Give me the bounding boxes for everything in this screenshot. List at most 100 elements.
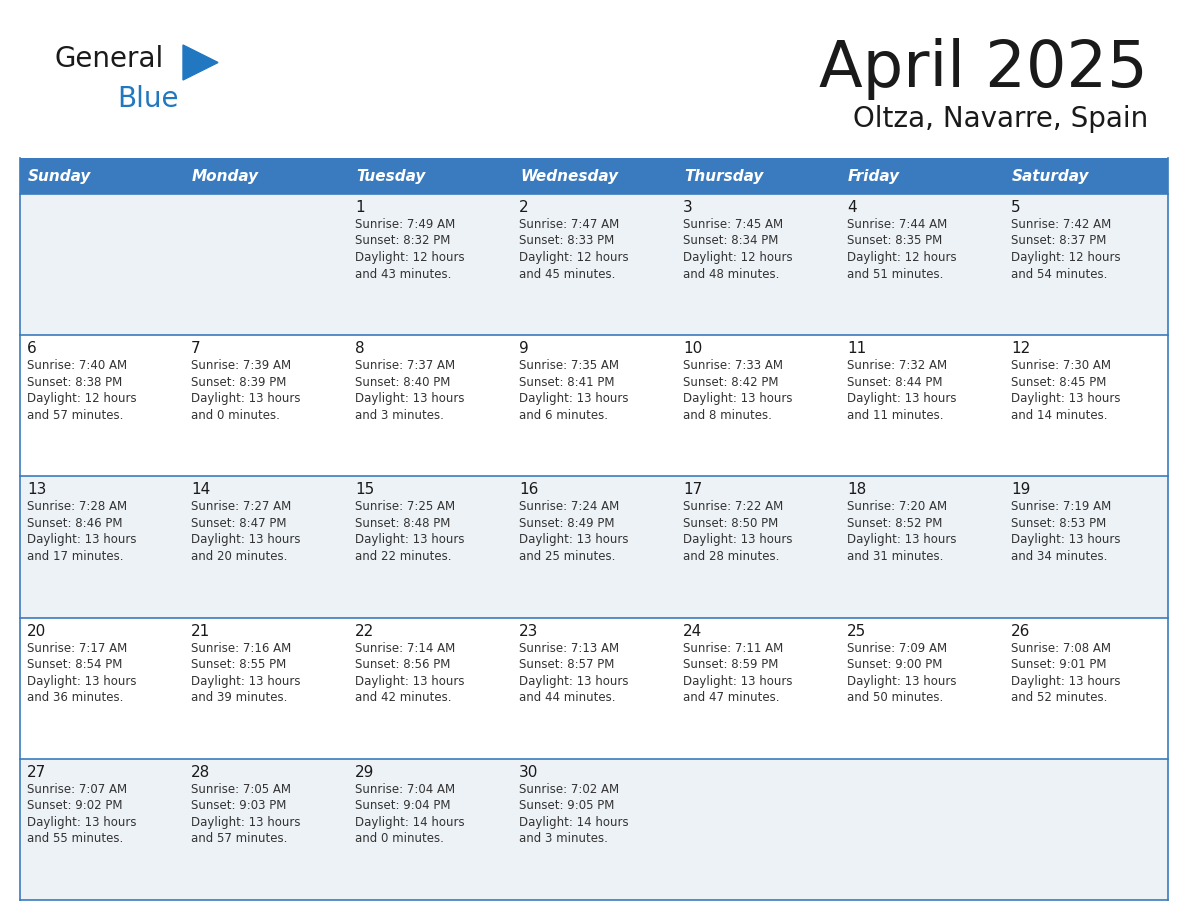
Bar <box>1004 158 1168 194</box>
Bar <box>20 158 184 194</box>
Text: and 31 minutes.: and 31 minutes. <box>847 550 943 563</box>
Text: Daylight: 13 hours: Daylight: 13 hours <box>683 392 792 405</box>
Text: 28: 28 <box>191 765 210 779</box>
Text: and 57 minutes.: and 57 minutes. <box>27 409 124 421</box>
Text: Daylight: 12 hours: Daylight: 12 hours <box>355 251 465 264</box>
Text: Sunset: 8:35 PM: Sunset: 8:35 PM <box>847 234 942 248</box>
Text: Daylight: 14 hours: Daylight: 14 hours <box>355 816 465 829</box>
Text: and 6 minutes.: and 6 minutes. <box>519 409 608 421</box>
Bar <box>840 194 1004 335</box>
Bar <box>348 759 512 900</box>
Text: Daylight: 13 hours: Daylight: 13 hours <box>847 392 956 405</box>
Text: Daylight: 12 hours: Daylight: 12 hours <box>27 392 137 405</box>
Text: and 42 minutes.: and 42 minutes. <box>355 691 451 704</box>
Text: Daylight: 13 hours: Daylight: 13 hours <box>519 533 628 546</box>
Text: Daylight: 12 hours: Daylight: 12 hours <box>1011 251 1120 264</box>
Text: Sunset: 8:56 PM: Sunset: 8:56 PM <box>355 658 450 671</box>
Text: 22: 22 <box>355 623 374 639</box>
Text: Sunset: 8:49 PM: Sunset: 8:49 PM <box>519 517 614 530</box>
Text: Friday: Friday <box>848 169 901 184</box>
Text: Daylight: 13 hours: Daylight: 13 hours <box>355 533 465 546</box>
Text: 9: 9 <box>519 341 529 356</box>
Text: Sunrise: 7:33 AM: Sunrise: 7:33 AM <box>683 359 783 372</box>
Bar <box>840 618 1004 759</box>
Text: and 3 minutes.: and 3 minutes. <box>519 833 608 845</box>
Text: and 43 minutes.: and 43 minutes. <box>355 267 451 281</box>
Text: Sunrise: 7:05 AM: Sunrise: 7:05 AM <box>191 783 291 796</box>
Text: and 11 minutes.: and 11 minutes. <box>847 409 943 421</box>
Text: Sunrise: 7:04 AM: Sunrise: 7:04 AM <box>355 783 455 796</box>
Text: and 44 minutes.: and 44 minutes. <box>519 691 615 704</box>
Text: Sunrise: 7:32 AM: Sunrise: 7:32 AM <box>847 359 947 372</box>
Bar <box>184 759 348 900</box>
Bar <box>512 476 676 618</box>
Text: and 22 minutes.: and 22 minutes. <box>355 550 451 563</box>
Text: and 34 minutes.: and 34 minutes. <box>1011 550 1107 563</box>
Text: Sunday: Sunday <box>29 169 91 184</box>
Text: 5: 5 <box>1011 200 1020 215</box>
Text: Sunrise: 7:09 AM: Sunrise: 7:09 AM <box>847 642 947 655</box>
Text: 17: 17 <box>683 482 702 498</box>
Bar <box>20 759 184 900</box>
Text: Sunset: 9:01 PM: Sunset: 9:01 PM <box>1011 658 1106 671</box>
Bar <box>676 335 840 476</box>
Text: 25: 25 <box>847 623 866 639</box>
Text: Sunrise: 7:49 AM: Sunrise: 7:49 AM <box>355 218 455 231</box>
Text: Sunrise: 7:17 AM: Sunrise: 7:17 AM <box>27 642 127 655</box>
Bar <box>1004 618 1168 759</box>
Text: Daylight: 12 hours: Daylight: 12 hours <box>519 251 628 264</box>
Text: and 57 minutes.: and 57 minutes. <box>191 833 287 845</box>
Text: Daylight: 13 hours: Daylight: 13 hours <box>355 392 465 405</box>
Text: Sunset: 8:45 PM: Sunset: 8:45 PM <box>1011 375 1106 388</box>
Text: Sunrise: 7:25 AM: Sunrise: 7:25 AM <box>355 500 455 513</box>
Text: Sunset: 8:32 PM: Sunset: 8:32 PM <box>355 234 450 248</box>
Text: 12: 12 <box>1011 341 1030 356</box>
Text: Sunset: 8:48 PM: Sunset: 8:48 PM <box>355 517 450 530</box>
Text: and 17 minutes.: and 17 minutes. <box>27 550 124 563</box>
Text: Monday: Monday <box>192 169 259 184</box>
Text: Sunset: 8:37 PM: Sunset: 8:37 PM <box>1011 234 1106 248</box>
Bar <box>20 335 184 476</box>
Bar <box>20 194 184 335</box>
Text: Sunrise: 7:27 AM: Sunrise: 7:27 AM <box>191 500 291 513</box>
Text: Sunset: 9:05 PM: Sunset: 9:05 PM <box>519 800 614 812</box>
Text: and 52 minutes.: and 52 minutes. <box>1011 691 1107 704</box>
Text: Sunset: 9:03 PM: Sunset: 9:03 PM <box>191 800 286 812</box>
Text: Sunrise: 7:30 AM: Sunrise: 7:30 AM <box>1011 359 1111 372</box>
Text: Sunset: 8:53 PM: Sunset: 8:53 PM <box>1011 517 1106 530</box>
Text: Sunset: 8:39 PM: Sunset: 8:39 PM <box>191 375 286 388</box>
Text: Daylight: 13 hours: Daylight: 13 hours <box>191 533 301 546</box>
Bar <box>1004 759 1168 900</box>
Bar <box>512 194 676 335</box>
Text: Daylight: 14 hours: Daylight: 14 hours <box>519 816 628 829</box>
Bar <box>512 618 676 759</box>
Bar <box>184 476 348 618</box>
Text: 15: 15 <box>355 482 374 498</box>
Text: Thursday: Thursday <box>684 169 764 184</box>
Bar <box>1004 335 1168 476</box>
Text: 30: 30 <box>519 765 538 779</box>
Bar <box>1004 194 1168 335</box>
Bar <box>20 476 184 618</box>
Text: 8: 8 <box>355 341 365 356</box>
Text: Saturday: Saturday <box>1012 169 1089 184</box>
Bar <box>20 618 184 759</box>
Text: Sunset: 8:38 PM: Sunset: 8:38 PM <box>27 375 122 388</box>
Text: Sunrise: 7:19 AM: Sunrise: 7:19 AM <box>1011 500 1111 513</box>
Bar <box>184 335 348 476</box>
Text: Daylight: 13 hours: Daylight: 13 hours <box>27 533 137 546</box>
Text: Sunset: 8:41 PM: Sunset: 8:41 PM <box>519 375 614 388</box>
Text: Daylight: 13 hours: Daylight: 13 hours <box>191 392 301 405</box>
Text: Sunset: 8:47 PM: Sunset: 8:47 PM <box>191 517 286 530</box>
Text: and 39 minutes.: and 39 minutes. <box>191 691 287 704</box>
Text: April 2025: April 2025 <box>820 38 1148 100</box>
Text: 11: 11 <box>847 341 866 356</box>
Text: Sunrise: 7:16 AM: Sunrise: 7:16 AM <box>191 642 291 655</box>
Bar <box>840 759 1004 900</box>
Text: 1: 1 <box>355 200 365 215</box>
Bar <box>840 158 1004 194</box>
Text: Sunrise: 7:35 AM: Sunrise: 7:35 AM <box>519 359 619 372</box>
Text: Sunset: 9:02 PM: Sunset: 9:02 PM <box>27 800 122 812</box>
Text: Sunrise: 7:02 AM: Sunrise: 7:02 AM <box>519 783 619 796</box>
Text: 2: 2 <box>519 200 529 215</box>
